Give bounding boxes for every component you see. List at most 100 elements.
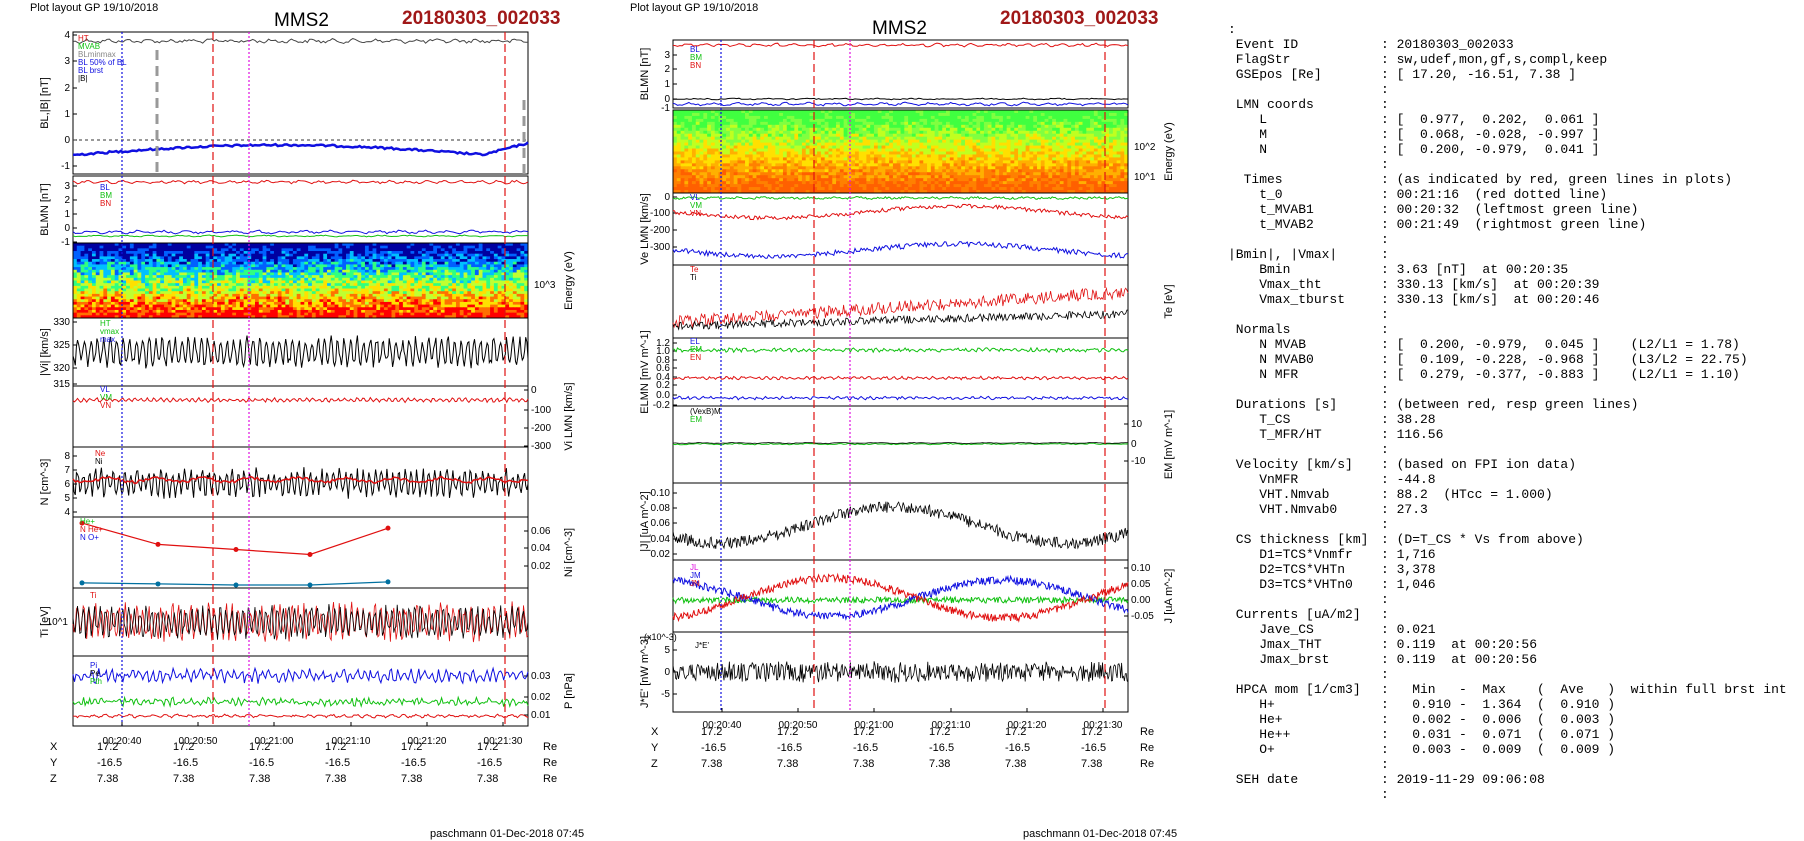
- spectrogram-cell: [387, 301, 392, 306]
- spectrogram-cell: [900, 115, 905, 120]
- spectrogram-cell: [383, 293, 389, 298]
- spectrogram-cell: [455, 269, 461, 273]
- spectrogram-cell: [122, 245, 127, 249]
- spectrogram-cell: [1112, 130, 1118, 135]
- spectrogram-cell: [376, 280, 381, 284]
- spectrogram-cell: [820, 112, 826, 117]
- spectrogram-cell: [1086, 110, 1091, 114]
- spectrogram-cell: [319, 256, 324, 260]
- spectrogram-cell: [919, 130, 924, 135]
- spectrogram-cell: [285, 301, 290, 306]
- spectrogram-cell: [752, 115, 757, 120]
- spectrogram-cell: [213, 269, 218, 273]
- spectrogram-cell: [255, 296, 260, 300]
- spectrogram-cell: [88, 267, 93, 271]
- spectrogram-cell: [1033, 124, 1038, 129]
- y-tick-label: 0: [64, 135, 70, 146]
- spectrogram-cell: [327, 312, 332, 316]
- spectrogram-cell: [961, 115, 966, 120]
- spectrogram-cell: [148, 296, 154, 300]
- spectrogram-cell: [673, 139, 678, 144]
- spectrogram-cell: [790, 121, 795, 126]
- spectrogram-cell: [342, 267, 347, 271]
- spectrogram-cell: [80, 277, 85, 281]
- spectrogram-cell: [862, 112, 867, 117]
- spectrogram-cell: [908, 139, 913, 144]
- spectrogram-cell: [764, 130, 769, 135]
- spectrogram-cell: [236, 280, 241, 284]
- spectrogram-cell: [334, 288, 339, 292]
- spectrogram-cell: [236, 275, 241, 279]
- spectrogram-cell: [729, 127, 735, 132]
- spectrogram-cell: [881, 124, 886, 129]
- y-tick-label: 330: [53, 317, 70, 328]
- spectrogram-cell: [478, 312, 483, 316]
- spectrogram-cell: [1090, 115, 1095, 120]
- spectrogram-cell: [406, 267, 411, 271]
- spectrogram-cell: [323, 253, 328, 257]
- spectrogram-cell: [482, 253, 487, 257]
- spectrogram-cell: [987, 118, 992, 123]
- spectrogram-cell: [421, 288, 427, 292]
- spectrogram-cell: [752, 127, 757, 132]
- spectrogram-cell: [281, 283, 286, 287]
- spectrogram-cell: [80, 309, 85, 314]
- spectrogram-cell: [182, 309, 188, 314]
- spectrogram-cell: [304, 280, 309, 284]
- spectrogram-cell: [247, 304, 252, 308]
- spectrogram-cell: [308, 288, 313, 292]
- spectrogram-cell: [353, 259, 358, 263]
- spectrogram-cell: [160, 269, 165, 273]
- spectrogram-cell: [236, 243, 241, 247]
- spectrogram-cell: [919, 142, 924, 147]
- spectrogram-cell: [122, 309, 127, 314]
- spectrogram-cell: [292, 301, 298, 306]
- series-pi: [72, 666, 529, 685]
- spectrogram-cell: [953, 110, 958, 114]
- spectrogram-cell: [448, 272, 453, 276]
- spectrogram-cell: [277, 280, 283, 284]
- spectrogram-cell: [771, 115, 776, 120]
- spectrogram-cell: [911, 136, 917, 141]
- spectrogram-cell: [486, 267, 491, 271]
- spectrogram-cell: [501, 299, 506, 303]
- spectrogram-cell: [129, 283, 135, 287]
- spectrogram-cell: [418, 301, 423, 306]
- spectrogram-cell: [995, 110, 1000, 114]
- spectrogram-cell: [429, 269, 434, 273]
- spectrogram-cell: [148, 251, 154, 255]
- spectrogram-cell: [1006, 112, 1011, 117]
- spectrogram-cell: [482, 256, 487, 260]
- spectrogram-cell: [213, 243, 218, 247]
- spectrogram-cell: [175, 296, 180, 300]
- spectrogram-cell: [949, 115, 955, 120]
- spectrogram-cell: [330, 243, 336, 247]
- spectrogram-cell: [433, 251, 438, 255]
- spectrogram-cell: [832, 142, 837, 147]
- spectrogram-cell: [440, 291, 446, 295]
- spectrogram-cell: [122, 277, 127, 281]
- spectrogram-cell: [164, 288, 169, 292]
- spectrogram-cell: [524, 280, 529, 284]
- spectrogram-cell: [433, 277, 438, 281]
- spectrogram-cell: [418, 288, 423, 292]
- spectrogram-cell: [467, 280, 472, 284]
- spectrogram-cell: [414, 243, 419, 247]
- spectrogram-cell: [684, 139, 689, 144]
- spectrogram-cell: [497, 251, 502, 255]
- spectrogram-cell: [851, 136, 856, 141]
- spectrogram-cell: [410, 291, 415, 295]
- spectrogram-cell: [953, 115, 958, 120]
- spectrogram-cell: [490, 277, 495, 281]
- spectrogram-cell: [292, 267, 298, 271]
- spectrogram-cell: [236, 301, 241, 306]
- spectrogram-cell: [395, 309, 400, 314]
- spectrogram-cell: [198, 312, 203, 316]
- spectrogram-cell: [752, 121, 757, 126]
- spectrogram-cell: [892, 136, 898, 141]
- spectrogram-cell: [1082, 110, 1087, 114]
- spectrogram-cell: [243, 283, 248, 287]
- spectrogram-cell: [346, 280, 351, 284]
- spectrogram-cell: [198, 304, 203, 308]
- spectrogram-cell: [368, 304, 374, 308]
